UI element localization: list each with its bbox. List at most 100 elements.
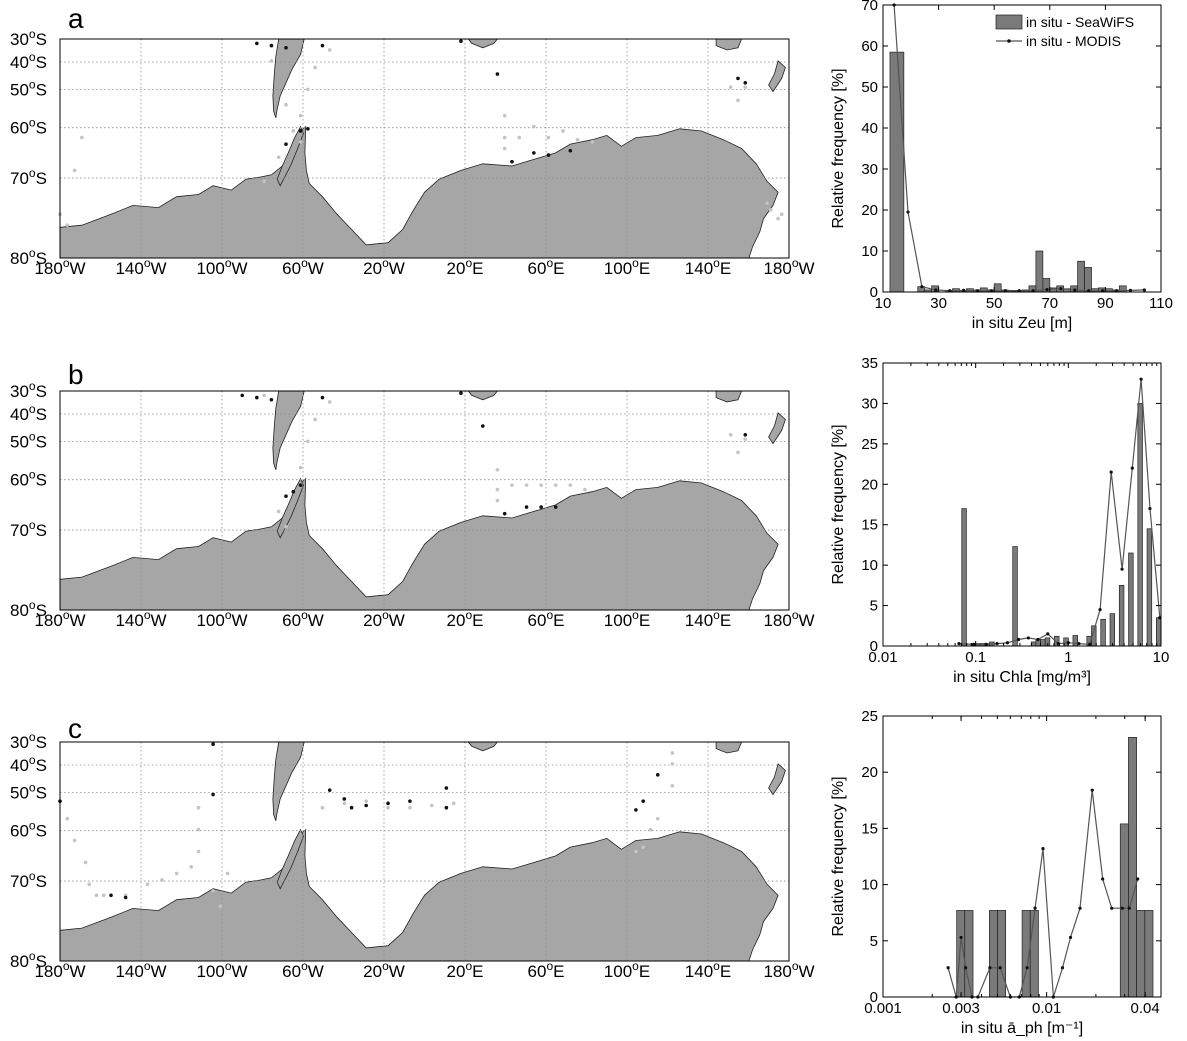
station-dot-gray [546, 135, 551, 140]
station-dot-black [495, 72, 500, 76]
station-dot-gray [313, 65, 317, 70]
map-lon-tick-label: 180oW [763, 959, 814, 981]
map-lon-tick-label: 100oE [604, 959, 650, 981]
bar [1128, 737, 1137, 998]
station-dot-gray [517, 135, 522, 140]
map-frame [59, 741, 790, 962]
station-dot-black [524, 505, 529, 509]
station-dot-black [284, 45, 288, 50]
map-lon-tick-label: 60oE [528, 959, 565, 981]
station-dot-gray [298, 465, 303, 470]
modis-point [1128, 288, 1133, 292]
station-dot-gray [590, 140, 594, 144]
station-dot-black [743, 433, 748, 437]
station-dot-black [349, 805, 354, 810]
modis-line [958, 379, 1161, 646]
modis-point [1148, 506, 1152, 511]
station-dot-black [510, 159, 514, 164]
modis-point [998, 966, 1002, 970]
station-dot-gray [189, 865, 194, 869]
station-dot-gray [743, 85, 748, 89]
modis-point [995, 641, 999, 646]
station-dot-gray [196, 849, 201, 854]
station-dot-gray [269, 59, 274, 63]
station-dot-gray [502, 113, 507, 118]
new-zealand-landmass [768, 60, 786, 93]
bar [1077, 260, 1085, 293]
station-dot-gray [583, 487, 587, 492]
station-dot-gray [262, 179, 266, 184]
map-lat-tick-label: 40oS [10, 753, 47, 775]
station-dot-gray [72, 168, 77, 173]
station-dot-black [641, 799, 645, 803]
map-lon-tick-label: 140oE [685, 608, 731, 630]
station-dot-gray [670, 762, 675, 766]
station-dot-gray [327, 400, 332, 404]
station-dot-gray [94, 893, 99, 898]
map-lon-tick-label: 100oE [604, 608, 650, 630]
modis-point [1026, 636, 1030, 640]
modis-point [1120, 906, 1124, 910]
station-dot-gray [648, 827, 653, 832]
modis-point [920, 285, 924, 289]
station-dot-black [291, 489, 296, 494]
modis-point [1088, 642, 1092, 646]
station-dot-gray [291, 129, 296, 133]
station-dot-gray [765, 201, 769, 206]
x-tick-label: 110 [1149, 295, 1173, 312]
y-axis-label: Relative frequency [%] [830, 68, 847, 228]
antarctica-landmass [59, 477, 779, 611]
y-tick-label: 10 [861, 243, 878, 260]
modis-point [1109, 470, 1113, 474]
station-dot-black [459, 391, 463, 395]
south-america-landmass [272, 38, 305, 118]
modis-point [1120, 567, 1124, 571]
map-lon-tick-label: 140oW [115, 256, 166, 278]
legend-marker-modis [1007, 39, 1011, 43]
x-tick-label: 90 [1097, 295, 1114, 312]
map-lat-tick-label: 60oS [10, 116, 47, 138]
station-dot-gray [218, 904, 223, 909]
bar [1029, 910, 1039, 998]
map-lat-tick-label: 70oS [10, 518, 47, 540]
panel-label-a: a [68, 3, 84, 34]
modis-point [1060, 966, 1065, 970]
station-dot-black [502, 511, 507, 516]
map-lat-tick-label: 60oS [10, 468, 47, 490]
station-dot-gray [101, 893, 106, 898]
station-dot-black [342, 797, 347, 801]
map-lon-tick-label: 180oW [763, 608, 814, 630]
map-lon-tick-label: 20oW [363, 608, 405, 630]
x-tick-label: 0.04 [1131, 1000, 1160, 1017]
bar [989, 910, 998, 998]
station-dot-gray [306, 87, 310, 92]
australia-landmass [715, 390, 743, 403]
y-tick-label: 10 [861, 877, 878, 894]
bar [1030, 641, 1037, 647]
map-lon-tick-label: 60oW [282, 608, 324, 630]
station-dot-gray [768, 208, 773, 212]
y-tick-label: 70 [861, 0, 878, 14]
map-lat-tick-label: 50oS [10, 780, 47, 802]
modis-point [1059, 287, 1063, 291]
y-tick-label: 20 [861, 764, 878, 781]
modis-point [1090, 788, 1094, 792]
y-tick-label: 15 [861, 517, 878, 534]
y-tick-label: 10 [861, 557, 878, 574]
station-dot-black [211, 742, 215, 746]
y-tick-label: 5 [870, 933, 878, 950]
station-dot-gray [539, 483, 543, 487]
antarctic-peninsula-landmass [276, 477, 304, 539]
y-tick-label: 50 [861, 79, 878, 96]
bar [1128, 552, 1134, 647]
bar [1146, 528, 1153, 647]
map-lon-tick-label: 140oW [115, 959, 166, 981]
station-dot-black [255, 395, 259, 400]
map-lon-tick-label: 100oW [196, 959, 247, 981]
station-dot-black [327, 788, 332, 792]
station-dot-black [298, 129, 303, 133]
station-dot-gray [502, 146, 507, 151]
modis-point [1142, 288, 1146, 292]
